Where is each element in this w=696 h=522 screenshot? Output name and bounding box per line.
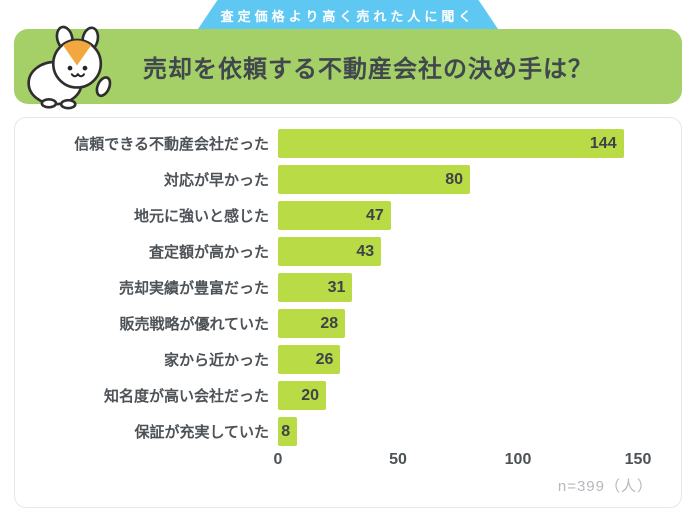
- chart-card: 信頼できる不動産会社だった 144 対応が早かった 80 地元に強いと感じた 47 査定額が…: [14, 117, 682, 508]
- x-axis: 0 50 100 150: [31, 451, 665, 470]
- bar: 31: [278, 273, 353, 302]
- sample-size-note: n=399（人）: [557, 478, 653, 495]
- bar: 8: [278, 417, 298, 446]
- bar-value: 31: [327, 278, 346, 296]
- bar-track: 26: [278, 345, 665, 374]
- bar-track: 31: [278, 273, 665, 302]
- bar-value: 144: [589, 134, 617, 152]
- bar-label: 地元に強いと感じた: [133, 208, 269, 225]
- bar-label: 信頼できる不動産会社だった: [74, 136, 269, 153]
- bar: 80: [278, 165, 470, 194]
- bar-label: 売却実績が豊富だった: [118, 280, 269, 297]
- axis-spacer: [31, 451, 278, 470]
- bar-track: 144: [278, 129, 665, 158]
- bar: 28: [278, 309, 346, 338]
- chart-row: 保証が充実していた 8: [31, 417, 665, 446]
- x-tick-label: 100: [504, 451, 532, 468]
- bar-track: 28: [278, 309, 665, 338]
- x-tick-label: 50: [389, 451, 407, 468]
- bar-value: 26: [315, 350, 334, 368]
- bar-value: 80: [445, 170, 463, 188]
- bar: 20: [278, 381, 326, 410]
- chart-row: 知名度が高い会社だった 20: [31, 381, 665, 410]
- bar-track: 8: [278, 417, 665, 446]
- chart-row: 地元に強いと感じた 47: [31, 201, 665, 230]
- x-axis-ticks: 0 50 100 150: [274, 451, 665, 470]
- bar-track: 43: [278, 237, 665, 266]
- chart-row: 売却実績が豊富だった 31: [31, 273, 665, 302]
- hamster-mascot-icon: [27, 25, 112, 110]
- bar-label: 保証が充実していた: [134, 424, 269, 441]
- chart-row: 家から近かった 26: [31, 345, 665, 374]
- bar-label: 対応が早かった: [163, 172, 269, 189]
- bar-track: 20: [278, 381, 665, 410]
- bar-chart: 信頼できる不動産会社だった 144 対応が早かった 80 地元に強いと感じた 47 査定額が…: [31, 129, 665, 446]
- bar-label: 家から近かった: [163, 352, 269, 369]
- bar-value: 8: [281, 422, 291, 440]
- x-tick-label: 150: [624, 451, 652, 468]
- bar-value: 47: [366, 206, 384, 224]
- chart-row: 信頼できる不動産会社だった 144: [31, 129, 665, 158]
- bar: 47: [278, 201, 391, 230]
- bar-label: 知名度が高い会社だった: [103, 388, 269, 405]
- bar-track: 80: [278, 165, 665, 194]
- bar: 26: [278, 345, 341, 374]
- chart-row: 査定額が高かった 43: [31, 237, 665, 266]
- bar: 43: [278, 237, 382, 266]
- x-tick-label: 0: [273, 451, 283, 468]
- chart-header: 売却を依頼する不動産会社の決め手は？: [14, 25, 682, 110]
- bar-track: 47: [278, 201, 665, 230]
- ribbon-banner: 査定価格より高く売れた人に聞く: [198, 0, 498, 29]
- bar-value: 20: [301, 386, 319, 404]
- page-title: 売却を依頼する不動産会社の決め手は？: [143, 56, 593, 83]
- chart-row: 販売戦略が優れていた 28: [31, 309, 665, 338]
- ribbon-label: 査定価格より高く売れた人に聞く: [220, 9, 476, 24]
- bar-label: 販売戦略が優れていた: [119, 316, 269, 333]
- bar-label: 査定額が高かった: [148, 244, 269, 261]
- bar: 144: [278, 129, 624, 158]
- bar-value: 43: [356, 242, 375, 260]
- chart-row: 対応が早かった 80: [31, 165, 665, 194]
- bar-value: 28: [320, 314, 339, 332]
